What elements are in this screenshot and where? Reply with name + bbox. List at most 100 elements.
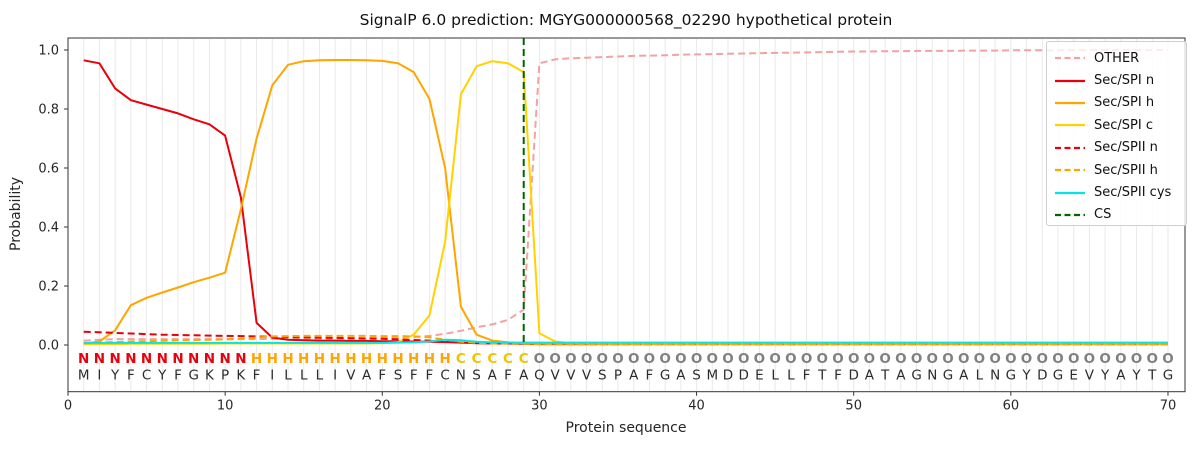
residue-letter: T xyxy=(880,368,890,384)
region-label: O xyxy=(628,351,639,367)
y-tick-label: 1.0 xyxy=(38,44,59,59)
region-label: O xyxy=(989,351,1000,367)
region-label: H xyxy=(251,351,262,367)
region-label: O xyxy=(1115,351,1126,367)
residue-letter: I xyxy=(333,368,337,384)
legend-line-sample-sec-spi-n xyxy=(1055,79,1085,82)
residue-letter: N xyxy=(456,368,466,384)
region-label: O xyxy=(738,351,749,367)
residue-letter: C xyxy=(142,368,151,384)
legend-item-label: Sec/SPI n xyxy=(1094,73,1155,89)
y-axis-label: Probability xyxy=(8,177,24,251)
legend-line-sample-sec-spii-n xyxy=(1055,146,1085,149)
series-lines xyxy=(83,38,1168,346)
region-label: O xyxy=(958,351,969,367)
residue-letter: G xyxy=(943,368,953,384)
residue-letter: A xyxy=(896,368,906,384)
gridlines xyxy=(83,39,1169,391)
series-line-other xyxy=(83,49,1168,342)
x-tick-label: 10 xyxy=(217,399,234,414)
x-tick-label: 40 xyxy=(688,399,705,414)
residue-letter: S xyxy=(598,368,607,384)
residue-letter: A xyxy=(676,368,686,384)
residue-letter: F xyxy=(127,368,135,384)
region-label: O xyxy=(1131,351,1142,367)
y-tick-label: 0.8 xyxy=(38,103,59,118)
region-label: O xyxy=(864,351,875,367)
residue-letter: F xyxy=(174,368,182,384)
residue-letter: P xyxy=(221,368,229,384)
region-label: O xyxy=(1084,351,1095,367)
axis-ticks: 0 10 20 30 40 50 60 70 0.0 0.2 0.4 0.6 0.8 1.0 xyxy=(38,44,1176,414)
residue-letter: G xyxy=(660,368,670,384)
region-label: H xyxy=(377,351,388,367)
legend-item-sec-spii-n: Sec/SPII n xyxy=(1055,137,1186,159)
legend-item-label: Sec/SPII cys xyxy=(1094,185,1172,201)
legend-item-label: Sec/SPI c xyxy=(1094,117,1153,133)
residue-letter: V xyxy=(551,368,561,384)
residue-letter: E xyxy=(1069,368,1078,384)
region-label: O xyxy=(927,351,938,367)
residue-letter: F xyxy=(426,368,434,384)
residue-letter: S xyxy=(394,368,403,384)
region-label: O xyxy=(1052,351,1063,367)
residue-letter: A xyxy=(959,368,969,384)
legend-line-sample-cs xyxy=(1055,213,1085,217)
region-label: O xyxy=(1162,351,1173,367)
residue-letter: A xyxy=(362,368,372,384)
region-label: H xyxy=(267,351,278,367)
legend-line-sample-other xyxy=(1055,57,1085,60)
residue-letter: E xyxy=(755,368,764,384)
residue-letter: L xyxy=(300,368,308,384)
legend-item-label: Sec/SPI h xyxy=(1094,95,1155,111)
region-label: H xyxy=(298,351,309,367)
region-label: O xyxy=(832,351,843,367)
residue-letter: Y xyxy=(1021,368,1031,384)
region-label: H xyxy=(439,351,450,367)
region-label: N xyxy=(157,351,168,367)
region-label: O xyxy=(942,351,953,367)
residue-letter: L xyxy=(976,368,984,384)
legend-item-other: OTHER xyxy=(1055,47,1186,69)
residue-letter: A xyxy=(488,368,498,384)
region-label: O xyxy=(565,351,576,367)
region-label: O xyxy=(817,351,828,367)
y-tick-label: 0.6 xyxy=(38,162,59,177)
region-label: O xyxy=(612,351,623,367)
region-label: H xyxy=(345,351,356,367)
residue-letter: K xyxy=(236,368,246,384)
region-label: O xyxy=(1068,351,1079,367)
region-label: H xyxy=(408,351,419,367)
region-label: H xyxy=(282,351,293,367)
region-label: O xyxy=(597,351,608,367)
chart-legend: OTHER Sec/SPI n Sec/SPI h Sec/SPI c Sec/SPII… xyxy=(1046,41,1187,226)
region-label: O xyxy=(769,351,780,367)
region-label: N xyxy=(219,351,230,367)
residue-letter: G xyxy=(188,368,198,384)
residue-letter: V xyxy=(1085,368,1095,384)
region-label: N xyxy=(78,351,89,367)
residue-letter: Y xyxy=(1100,368,1110,384)
region-label: O xyxy=(1037,351,1048,367)
region-label: O xyxy=(722,351,733,367)
region-label: O xyxy=(691,351,702,367)
legend-item-sec-spii-h: Sec/SPII h xyxy=(1055,159,1186,181)
legend-line-sample-sec-spi-c xyxy=(1055,124,1085,127)
residue-letter: T xyxy=(1147,368,1157,384)
legend-line-sample-sec-spii-h xyxy=(1055,169,1085,172)
residue-letter: N xyxy=(927,368,937,384)
region-label: C xyxy=(519,351,529,367)
residue-letter: F xyxy=(378,368,386,384)
legend-item-label: Sec/SPII n xyxy=(1094,140,1158,156)
region-label: O xyxy=(879,351,890,367)
residue-letter: Y xyxy=(1131,368,1141,384)
residue-letter: A xyxy=(1116,368,1126,384)
region-label: C xyxy=(456,351,466,367)
residue-letter: F xyxy=(253,368,261,384)
residue-letter: L xyxy=(316,368,324,384)
legend-item-sec-spii-cys: Sec/SPII cys xyxy=(1055,181,1186,203)
region-label: H xyxy=(314,351,325,367)
